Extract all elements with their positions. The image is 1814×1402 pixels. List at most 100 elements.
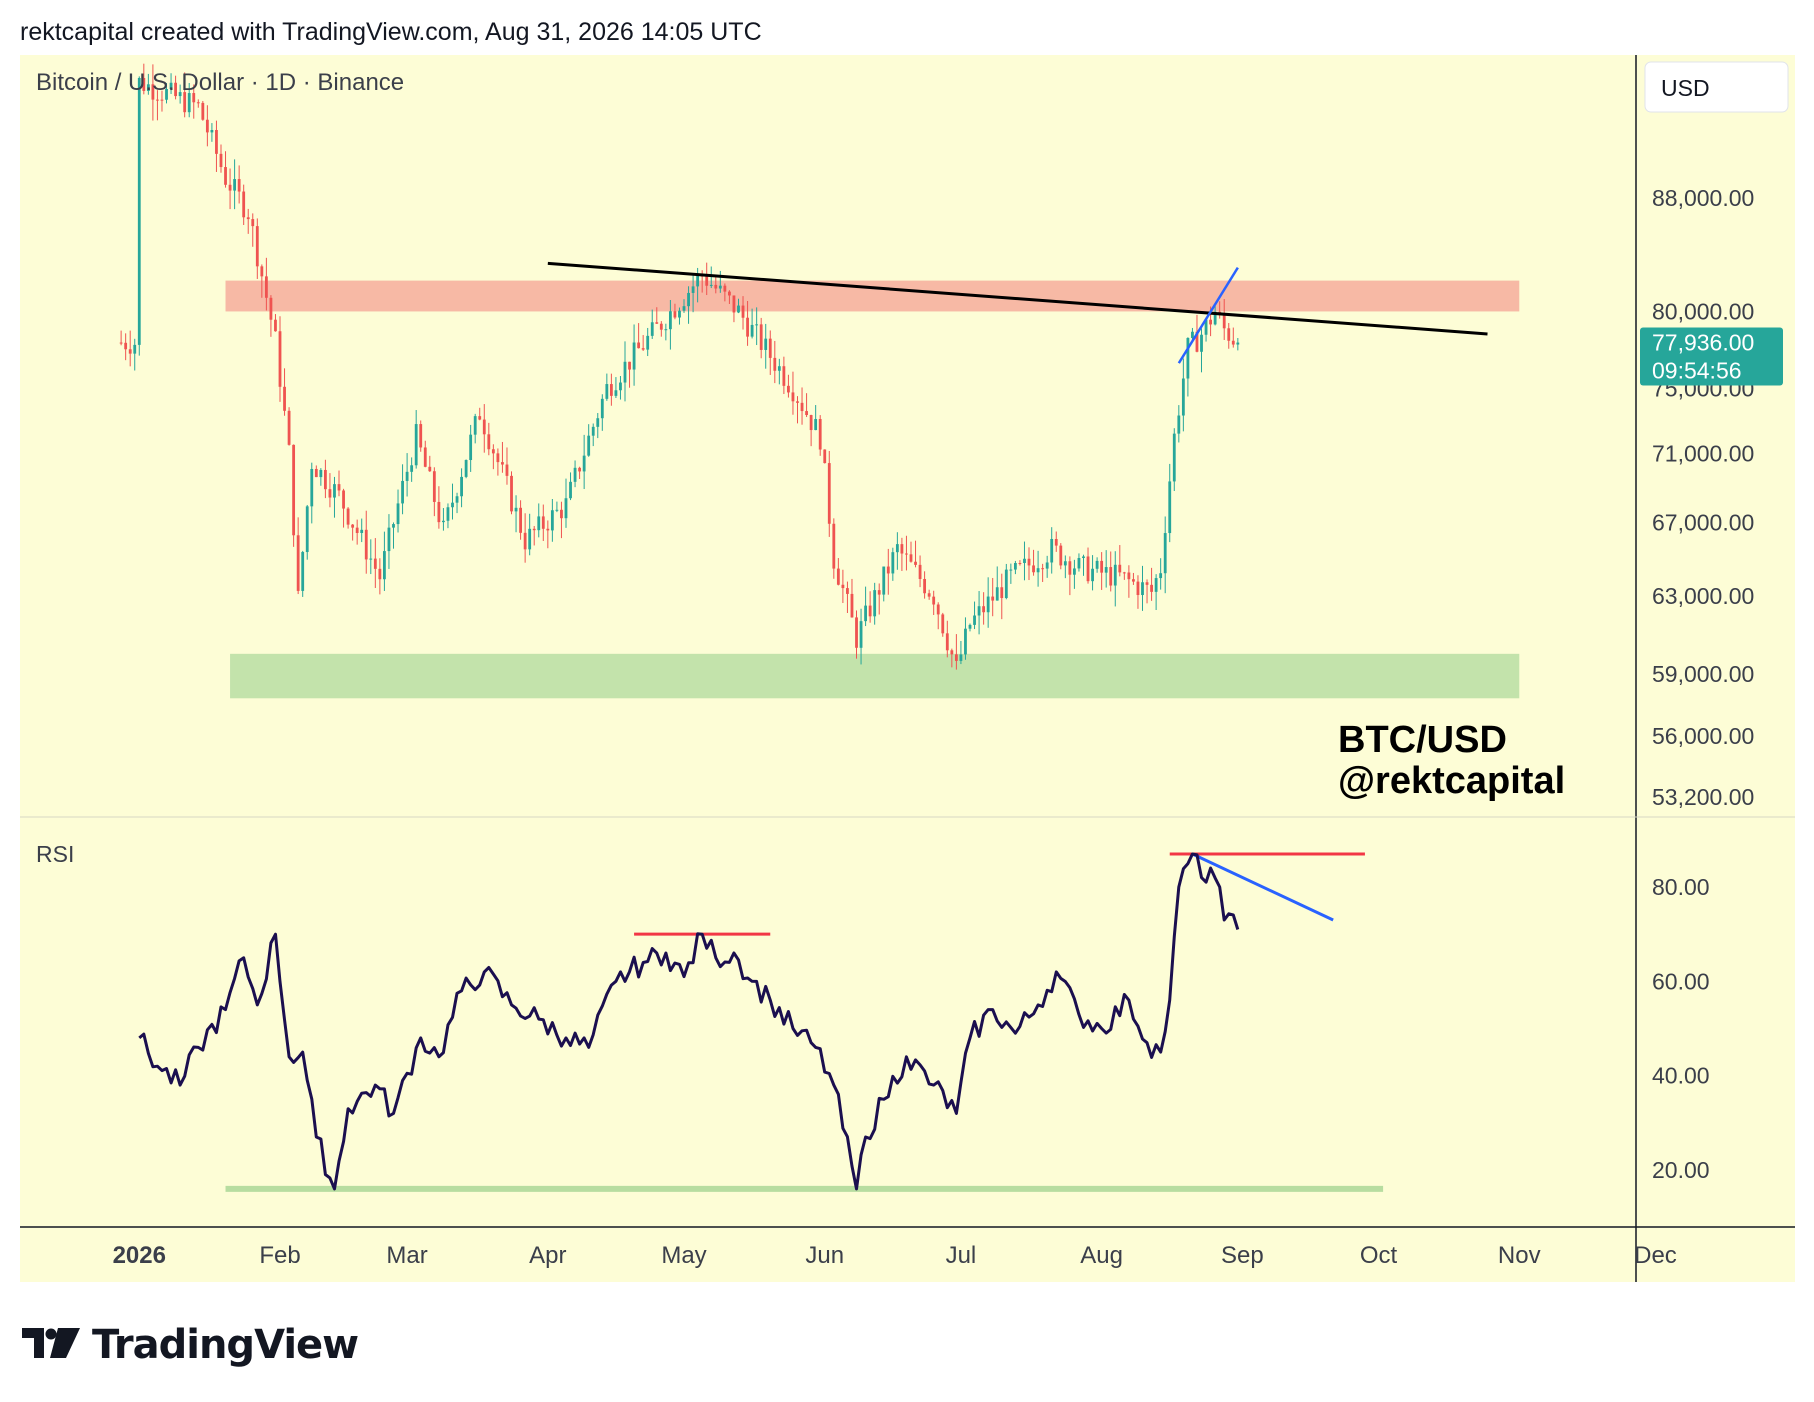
candle[interactable]: [550, 498, 554, 542]
candle[interactable]: [995, 566, 999, 601]
candle[interactable]: [755, 307, 759, 346]
candle[interactable]: [392, 522, 395, 549]
candle[interactable]: [560, 501, 563, 539]
candle[interactable]: [1073, 559, 1076, 589]
candle[interactable]: [800, 387, 804, 425]
candle[interactable]: [850, 578, 854, 618]
candle[interactable]: [737, 298, 740, 314]
candle[interactable]: [1086, 547, 1090, 584]
candle[interactable]: [146, 73, 150, 95]
candle[interactable]: [927, 589, 931, 600]
candle[interactable]: [1132, 572, 1135, 585]
candle[interactable]: [1168, 463, 1172, 543]
candle[interactable]: [423, 440, 427, 468]
candle[interactable]: [1136, 575, 1140, 609]
candle[interactable]: [364, 510, 368, 574]
candle[interactable]: [1191, 327, 1194, 341]
candle[interactable]: [228, 168, 232, 210]
candle[interactable]: [333, 476, 336, 518]
candle[interactable]: [469, 424, 473, 472]
candle[interactable]: [582, 434, 586, 490]
candle[interactable]: [673, 303, 677, 320]
rising-wedge-line-trendline[interactable]: [1177, 266, 1239, 364]
candle[interactable]: [909, 541, 913, 563]
candle[interactable]: [451, 483, 454, 520]
candle[interactable]: [224, 151, 227, 188]
candle[interactable]: [759, 317, 763, 359]
candle[interactable]: [378, 558, 382, 595]
candle[interactable]: [1141, 565, 1144, 611]
candle[interactable]: [682, 299, 686, 313]
candle[interactable]: [546, 520, 550, 549]
rsi-line[interactable]: [138, 852, 1240, 1191]
candle[interactable]: [914, 540, 917, 568]
candle[interactable]: [787, 374, 790, 398]
candle[interactable]: [982, 592, 986, 625]
candle[interactable]: [728, 290, 731, 305]
candle[interactable]: [959, 640, 963, 665]
candle[interactable]: [242, 184, 246, 225]
candle[interactable]: [1004, 563, 1008, 600]
candle[interactable]: [401, 464, 404, 515]
candle[interactable]: [260, 264, 264, 298]
candle[interactable]: [1200, 328, 1203, 373]
candle[interactable]: [714, 275, 718, 294]
rsi-blue-divergence-line[interactable]: [1191, 852, 1334, 922]
candle[interactable]: [264, 257, 268, 311]
candle[interactable]: [1154, 574, 1158, 610]
candle[interactable]: [196, 99, 200, 108]
candle[interactable]: [437, 486, 441, 529]
candle[interactable]: [541, 504, 545, 542]
candle[interactable]: [732, 295, 736, 323]
candle[interactable]: [900, 537, 904, 572]
currency-box[interactable]: [1644, 61, 1789, 113]
candle[interactable]: [528, 513, 532, 556]
candle[interactable]: [1213, 305, 1217, 326]
candle[interactable]: [1095, 557, 1099, 573]
candle[interactable]: [369, 539, 373, 575]
candle[interactable]: [600, 394, 604, 431]
candle[interactable]: [668, 300, 672, 350]
candle[interactable]: [859, 608, 863, 665]
candle[interactable]: [192, 84, 196, 119]
candle[interactable]: [246, 208, 250, 234]
candle[interactable]: [205, 105, 209, 147]
candle[interactable]: [891, 547, 895, 581]
candle[interactable]: [337, 470, 341, 497]
candle[interactable]: [637, 323, 641, 349]
candle[interactable]: [292, 444, 296, 547]
candle[interactable]: [818, 415, 822, 456]
candle[interactable]: [1045, 555, 1049, 578]
candle[interactable]: [977, 591, 981, 635]
candle[interactable]: [274, 314, 277, 332]
candle[interactable]: [296, 517, 300, 595]
candle[interactable]: [169, 73, 173, 94]
candle[interactable]: [187, 82, 191, 118]
candle[interactable]: [991, 577, 995, 617]
candle[interactable]: [283, 368, 286, 416]
candle[interactable]: [405, 453, 409, 497]
candle[interactable]: [1150, 567, 1153, 601]
candle[interactable]: [278, 316, 282, 402]
candle[interactable]: [532, 526, 536, 546]
candle[interactable]: [1236, 338, 1240, 351]
candle[interactable]: [446, 503, 450, 529]
candle[interactable]: [305, 504, 309, 560]
candle[interactable]: [796, 396, 799, 424]
candle[interactable]: [373, 538, 377, 588]
candle[interactable]: [210, 123, 214, 142]
candle[interactable]: [718, 270, 722, 293]
candle[interactable]: [746, 301, 749, 346]
candle[interactable]: [950, 648, 954, 668]
candle[interactable]: [237, 165, 241, 204]
candle[interactable]: [491, 444, 495, 470]
candle[interactable]: [578, 466, 582, 480]
candle[interactable]: [836, 558, 840, 586]
candle[interactable]: [346, 507, 350, 529]
candle[interactable]: [905, 535, 908, 571]
candle[interactable]: [1227, 323, 1231, 349]
candle[interactable]: [287, 407, 291, 446]
candle[interactable]: [323, 459, 327, 499]
candle[interactable]: [487, 422, 491, 456]
candle[interactable]: [628, 361, 631, 388]
